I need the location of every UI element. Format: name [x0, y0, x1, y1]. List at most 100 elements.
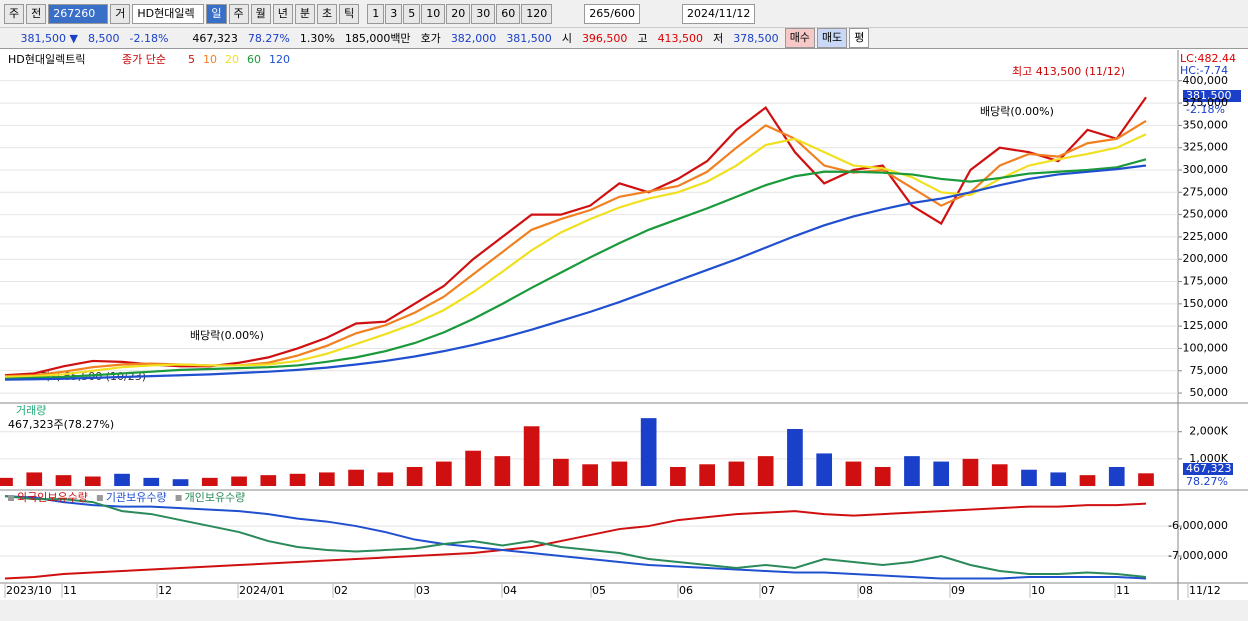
interval-group: 1 3 5 10 20 30 60 120 [367, 3, 553, 24]
dividend-annotation: 배당락(0.00%) [980, 105, 1054, 118]
x-tick-label: 08 [859, 584, 873, 597]
y-tick-label: 150,000 [1183, 297, 1229, 310]
volume-bar [172, 479, 189, 486]
x-tick-label: 06 [679, 584, 693, 597]
volume-bar [699, 464, 715, 486]
tab-minute[interactable]: 분 [294, 3, 315, 24]
y-tick-label: 200,000 [1183, 252, 1229, 265]
legend-entry: 5 [188, 53, 195, 66]
y-tick-label: 275,000 [1183, 185, 1229, 198]
interval-button[interactable]: 5 [403, 3, 421, 24]
volume-bar [582, 464, 598, 486]
tab-day[interactable]: 일 [206, 3, 227, 24]
volume-bar [933, 461, 950, 486]
legend-entry: 외국인보유수량 [17, 491, 88, 504]
period-select[interactable]: 주 [4, 3, 25, 24]
interval-button[interactable]: 30 [471, 3, 496, 24]
volume-bar [1108, 467, 1125, 486]
ask: 382,000 [450, 31, 497, 45]
interval-button[interactable]: 10 [421, 3, 446, 24]
volume-bar [962, 458, 979, 486]
interval-button[interactable]: 1 [367, 3, 385, 24]
x-tick-label: 2023/10 [6, 584, 52, 597]
volume-bar [231, 476, 247, 486]
interval-button[interactable]: 3 [385, 3, 403, 24]
volume-bar [640, 418, 657, 486]
high-annotation: 최고 413,500 (11/12) [1012, 65, 1125, 78]
x-tick-label: 04 [503, 584, 517, 597]
legend-entry: 기관보유수량 [106, 491, 167, 504]
y-tick-label: 225,000 [1183, 230, 1229, 243]
open-label: 시 [561, 32, 572, 45]
interval-button[interactable]: 20 [446, 3, 471, 24]
volume-bar [1138, 473, 1154, 486]
low: 378,500 [733, 31, 779, 45]
volume-bar [728, 461, 745, 486]
tab-second[interactable]: 초 [317, 3, 338, 24]
amount: 185,000백만 [344, 32, 411, 45]
volume-bar [406, 467, 423, 486]
bid: 381,500 [506, 31, 552, 45]
volume-bar [816, 453, 833, 486]
change: 8,500 [88, 31, 120, 45]
y-tick-label: 375,000 [1183, 96, 1229, 109]
legend-swatch [96, 495, 103, 501]
series-line [4, 495, 1147, 580]
x-tick-label: 11/12 [1189, 584, 1221, 597]
x-tick-label: 02 [334, 584, 348, 597]
volume-bar [289, 473, 306, 486]
volume-bar [611, 461, 628, 486]
volume-bar [991, 464, 1008, 486]
date-input[interactable]: 2024/11/12 [681, 3, 756, 24]
current-price-box [1183, 90, 1241, 102]
prev-button[interactable]: 전 [26, 3, 47, 24]
volume-note: 467,323주(78.27%) [8, 418, 114, 431]
volume-bar [143, 477, 160, 486]
sell-button[interactable]: 매도 [816, 28, 848, 48]
avg-button[interactable]: 평 [849, 28, 870, 48]
volume-rate: 78.27% [247, 31, 290, 45]
tab-year[interactable]: 년 [272, 3, 293, 24]
x-tick-label: 2024/01 [239, 584, 285, 597]
turnover: 1.30% [299, 31, 335, 45]
y-tick-label: 100,000 [1183, 341, 1229, 354]
trade-button[interactable]: 거 [110, 3, 131, 24]
x-tick-label: 11 [1116, 584, 1130, 597]
legend-entry: 20 [225, 53, 239, 66]
lc-label: LC:482.44 [1180, 52, 1236, 65]
interval-button[interactable]: 120 [521, 3, 553, 24]
series-line [4, 164, 1147, 381]
stock-name[interactable]: HD현대일렉 [132, 3, 205, 24]
volume-bar [523, 426, 540, 486]
volume-bar [845, 461, 862, 486]
price: 381,500 ▼ [20, 31, 78, 45]
tab-tick[interactable]: 틱 [339, 3, 360, 24]
y-tick-label: 350,000 [1183, 118, 1229, 131]
series-line [4, 96, 1147, 377]
legend-entry: 10 [203, 53, 217, 66]
volume-box [1183, 463, 1233, 475]
y-tick-label: 50,000 [1190, 386, 1229, 399]
series-line [4, 158, 1147, 380]
volume-bar [874, 467, 891, 486]
series-line [4, 133, 1147, 379]
volume-bar [904, 456, 920, 486]
volume-title: 거래량 [16, 404, 46, 417]
x-tick-label: 07 [761, 584, 775, 597]
tab-week[interactable]: 주 [228, 3, 249, 24]
x-tick-label: 12 [158, 584, 172, 597]
code-input[interactable]: 267260 [48, 3, 109, 24]
scrollbar[interactable] [0, 600, 1248, 621]
buy-button[interactable]: 매수 [784, 28, 815, 48]
interval-button[interactable]: 60 [496, 3, 521, 24]
count-input[interactable]: 265/600 [584, 3, 640, 24]
count-max: /600 [610, 6, 635, 20]
series-line [4, 502, 1147, 580]
tab-month[interactable]: 월 [250, 3, 271, 24]
volume-bar [318, 472, 335, 486]
high: 413,500 [657, 31, 704, 45]
y-tick-label: 1,000K [1189, 452, 1228, 465]
y-tick-label: 75,000 [1190, 364, 1229, 377]
x-tick-label: 09 [951, 584, 965, 597]
